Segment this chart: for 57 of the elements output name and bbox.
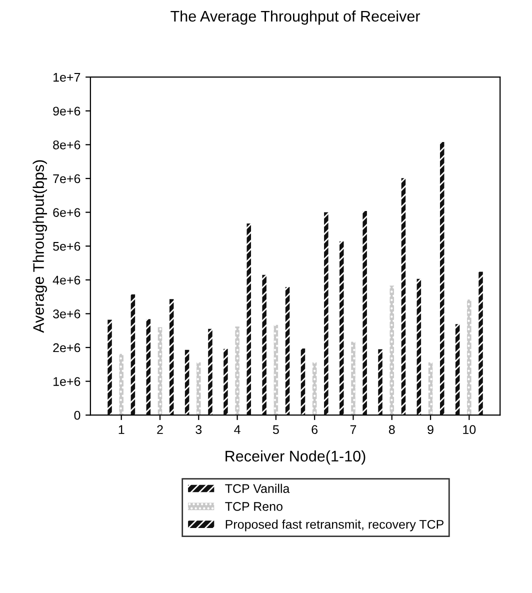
y-tick-label: 3e+6	[53, 310, 80, 318]
bar	[401, 178, 406, 416]
y-tick-label: 4e+6	[52, 276, 80, 285]
bar	[119, 354, 124, 416]
y-tick-label: 7e+6	[53, 174, 80, 184]
bar	[274, 324, 278, 416]
x-tick-label: 7	[350, 425, 356, 434]
y-axis-title: Average Throughput(bps)	[32, 160, 48, 333]
bar	[130, 294, 136, 416]
bar	[224, 348, 228, 416]
x-tick-label: 1	[118, 425, 124, 434]
bar	[208, 328, 212, 416]
bar	[416, 278, 422, 416]
y-tick-label: 8e+6	[53, 140, 80, 150]
bar	[362, 210, 367, 416]
bar	[455, 324, 460, 416]
x-tick-label: 4	[234, 425, 240, 434]
y-tick-label: 1e+6	[54, 377, 80, 386]
bar	[146, 319, 151, 416]
y-tick-label: 0	[74, 410, 80, 420]
bar	[169, 299, 174, 416]
bar	[158, 327, 162, 416]
legend-label: Proposed fast retransmit, recovery TCP	[226, 520, 444, 532]
x-tick-label: 6	[312, 425, 318, 434]
x-tick-label: 3	[196, 425, 202, 434]
y-tick-label: 9e+6	[53, 106, 80, 116]
x-tick-label: 5	[272, 425, 279, 434]
x-axis-title: Receiver Node(1-10)	[226, 450, 366, 465]
bar	[285, 286, 290, 416]
bar	[235, 326, 240, 416]
bar	[300, 348, 306, 416]
bar	[196, 362, 201, 416]
bar	[340, 241, 344, 416]
bar	[351, 342, 356, 416]
x-tick-label: 9	[428, 425, 434, 434]
legend-label: TCP Vanilla	[225, 484, 290, 493]
bar	[390, 286, 394, 416]
bar	[467, 300, 472, 416]
bar	[378, 349, 382, 416]
bar	[312, 362, 317, 416]
bar	[184, 350, 190, 416]
x-tick-label: 2	[157, 425, 163, 434]
bar	[246, 223, 252, 416]
y-tick-label: 5e+6	[53, 242, 80, 251]
bar	[428, 362, 433, 416]
x-tick-label: 8	[388, 425, 395, 434]
y-tick-label: 1e+7	[54, 73, 80, 82]
y-tick-label: 6e+6	[53, 208, 80, 217]
legend-label: TCP Reno	[225, 502, 282, 511]
bar	[324, 212, 328, 416]
bar	[108, 320, 112, 416]
x-tick-label: 10	[463, 425, 476, 434]
bar	[262, 274, 266, 416]
bar	[478, 272, 483, 416]
bar	[440, 142, 444, 416]
chart-title: The Average Throughput of Receiver	[170, 10, 420, 25]
y-tick-label: 2e+6	[53, 343, 80, 352]
